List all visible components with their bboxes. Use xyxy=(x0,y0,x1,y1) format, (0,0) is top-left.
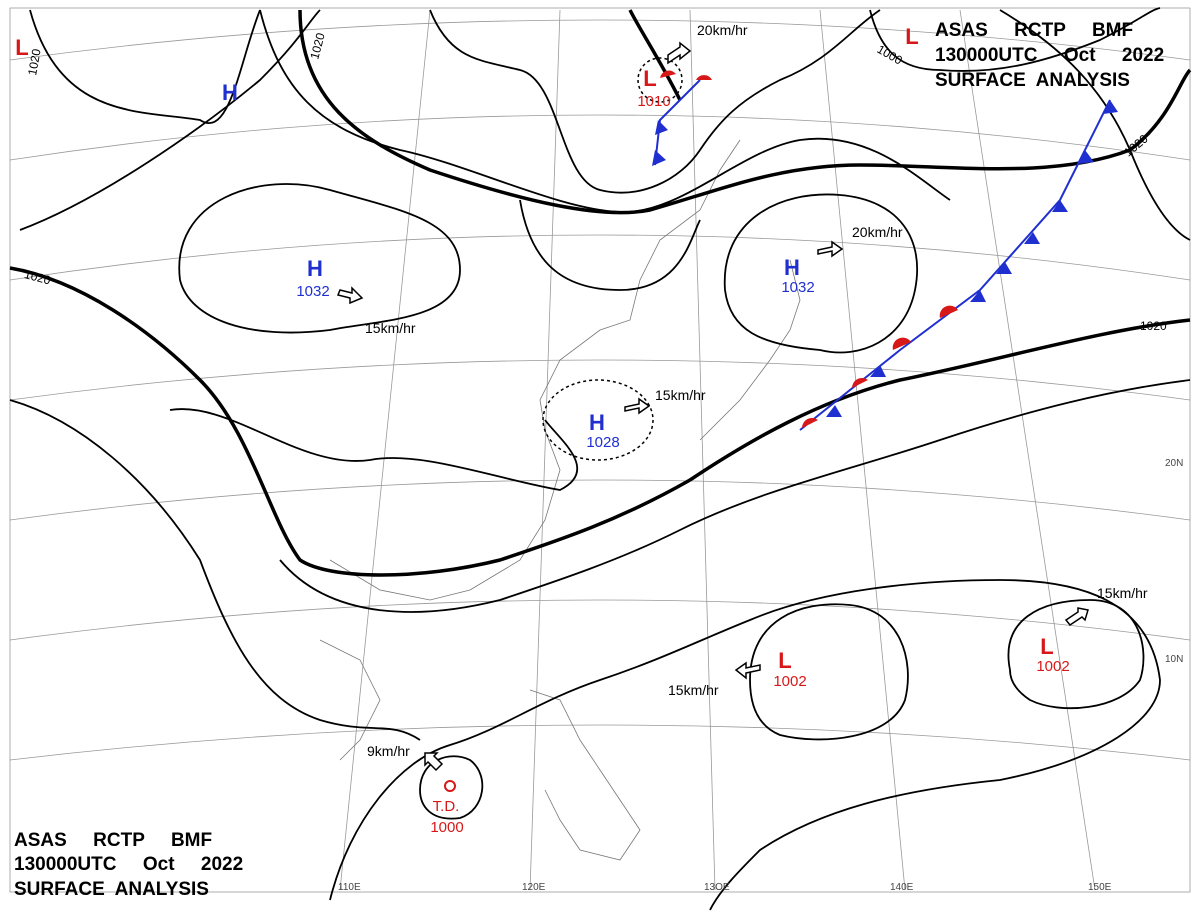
coastline xyxy=(319,139,801,861)
system-symbol: L xyxy=(1040,634,1053,659)
header-line: ASAS RCTP BMF xyxy=(14,830,212,851)
header-line: 130000UTC Oct 2022 xyxy=(935,45,1164,66)
system-pressure: 1010 xyxy=(637,93,670,110)
motion-label: 20km/hr xyxy=(852,224,903,240)
system-symbol: H xyxy=(222,80,238,105)
motion-label: 15km/hr xyxy=(365,320,416,336)
motion-label: 9km/hr xyxy=(367,743,410,759)
system-symbol: H xyxy=(589,410,605,435)
lon-label: 140E xyxy=(890,882,914,893)
motion-arrows xyxy=(336,41,1089,772)
header-bottom: ASAS RCTP BMF 130000UTC Oct 2022 SURFACE… xyxy=(14,830,243,900)
system-symbol: H xyxy=(307,256,323,281)
system-symbol: L xyxy=(15,35,28,60)
isobar-label: 1020 xyxy=(23,267,53,288)
lon-label: 120E xyxy=(522,882,546,893)
motion-label: 15km/hr xyxy=(668,682,719,698)
header-line: SURFACE ANALYSIS xyxy=(14,879,209,900)
lon-label: 150E xyxy=(1088,882,1112,893)
lat-label: 20N xyxy=(1165,458,1183,469)
system-symbol: H xyxy=(784,255,800,280)
lon-label: 13OE xyxy=(704,882,730,893)
header-line: ASAS RCTP BMF xyxy=(935,20,1133,41)
system-symbol: L xyxy=(905,24,918,49)
system-pressure: 1028 xyxy=(586,434,619,451)
system-pressure: 1000 xyxy=(430,819,463,836)
header-line: 130000UTC Oct 2022 xyxy=(14,854,243,875)
lon-label: 110E xyxy=(338,882,361,893)
system-symbol: L xyxy=(643,66,656,91)
grid-labels: 20N 10N 110E 120E 13OE 140E 150E xyxy=(338,458,1183,893)
isobar-label: 1020 xyxy=(25,47,43,76)
system-symbol: T.D. xyxy=(433,798,460,815)
system-pressure: 1032 xyxy=(781,279,814,296)
isobar-label: 1020 xyxy=(307,31,328,61)
motion-labels: 20km/hr 20km/hr 15km/hr 15km/hr 15km/hr … xyxy=(365,22,1148,759)
header-top: ASAS RCTP BMF 130000UTC Oct 2022 SURFACE… xyxy=(935,20,1164,91)
system-pressure: 1002 xyxy=(773,673,806,690)
motion-label: 20km/hr xyxy=(697,22,748,38)
pressure-systems: H H 1032 H 1032 H 1028 L 1010 L 1002 L 1… xyxy=(15,24,1069,836)
system-pressure: 1032 xyxy=(296,283,329,300)
isobar-label: 1020 xyxy=(1140,319,1167,333)
system-symbol: L xyxy=(778,648,791,673)
header-line: SURFACE ANALYSIS xyxy=(935,70,1130,91)
front xyxy=(652,70,1118,431)
isobars xyxy=(9,7,1192,911)
system-pressure: 1002 xyxy=(1036,658,1069,675)
motion-label: 15km/hr xyxy=(1097,585,1148,601)
lat-label: 10N xyxy=(1165,654,1183,665)
motion-label: 15km/hr xyxy=(655,387,706,403)
